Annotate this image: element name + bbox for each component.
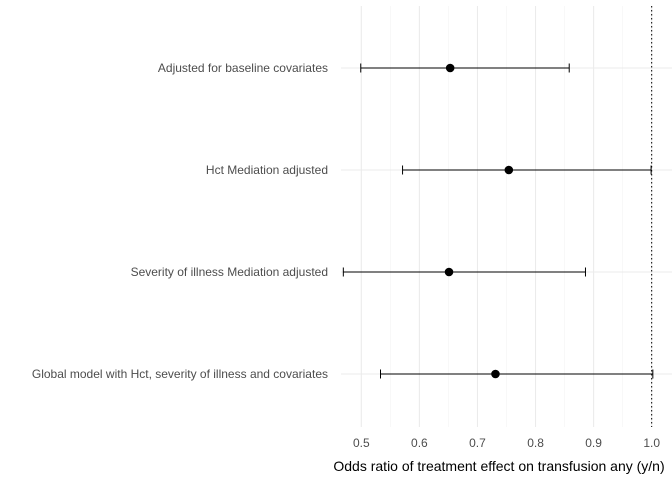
minor-gridlines: [390, 6, 623, 427]
category-label: Global model with Hct, severity of illne…: [32, 367, 328, 381]
point-estimate: [504, 165, 514, 175]
major-gridlines: [360, 6, 653, 427]
point-estimate: [445, 63, 455, 73]
x-tick-label: 0.7: [469, 436, 486, 450]
point-estimate: [444, 267, 454, 277]
category-label: Hct Mediation adjusted: [206, 163, 328, 177]
category-label: Severity of illness Mediation adjusted: [131, 265, 328, 279]
x-tick-label: 0.6: [411, 436, 428, 450]
category-label: Adjusted for baseline covariates: [158, 61, 328, 75]
x-tick-labels: 0.5 0.6 0.7 0.8 0.9 1.0: [353, 436, 660, 450]
x-tick-label: 0.9: [585, 436, 602, 450]
point-estimates: [444, 63, 514, 379]
x-tick-label: 1.0: [643, 436, 660, 450]
point-estimate: [491, 369, 500, 379]
x-tick-label: 0.5: [353, 436, 370, 450]
error-bars: [342, 63, 654, 379]
x-axis-title: Odds ratio of treatment effect on transf…: [333, 458, 664, 474]
category-labels: Adjusted for baseline covariates Hct Medi…: [32, 61, 328, 381]
x-tick-label: 0.8: [527, 436, 544, 450]
